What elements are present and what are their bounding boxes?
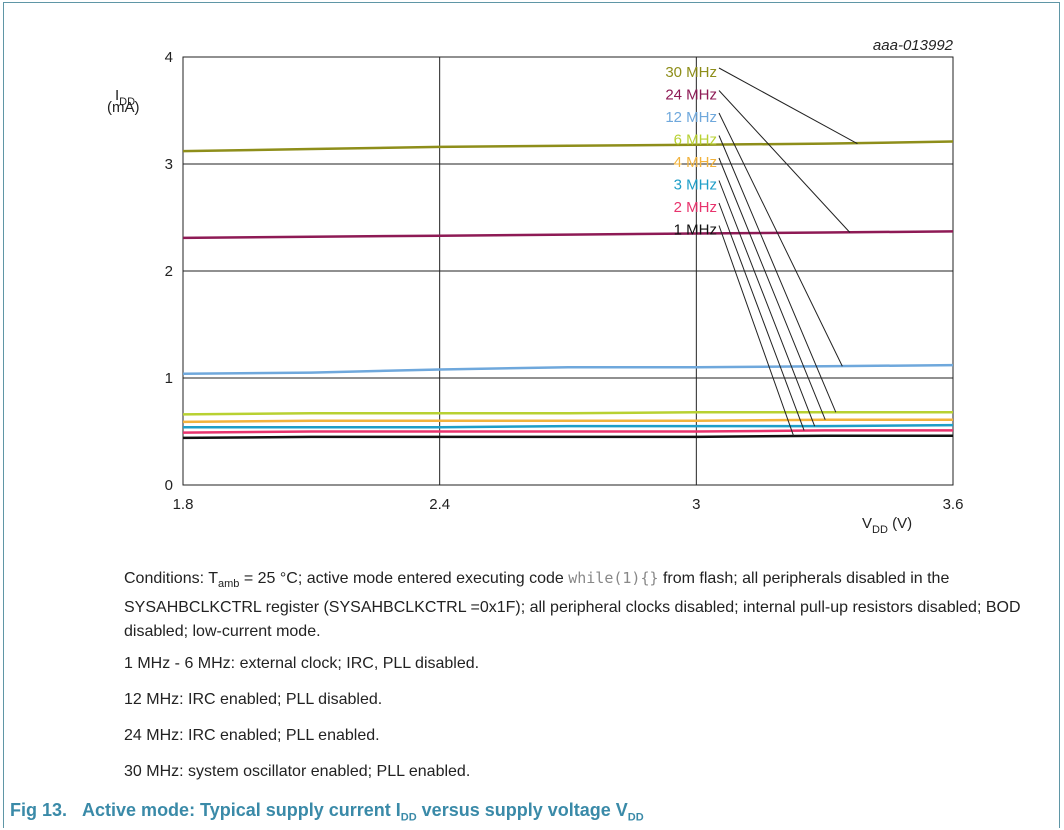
series-line (182, 429, 953, 434)
legend-leader-line (718, 225, 795, 436)
chart-ref-code: aaa-013992 (873, 37, 954, 54)
y-tick-label: 2 (165, 263, 173, 280)
legend-leader-line (718, 180, 816, 427)
legend-label: 24 MHz (665, 87, 717, 104)
legend-leader-lines (718, 67, 858, 436)
legend-label: 2 MHz (674, 199, 717, 216)
legend-label: 3 MHz (674, 177, 717, 194)
legend-label: 6 MHz (674, 132, 717, 149)
note-24mhz: 24 MHz: IRC enabled; PLL enabled. (124, 727, 380, 745)
x-tick-label: 3.6 (943, 496, 964, 513)
y-axis-label: IDD (115, 87, 135, 108)
x-tick-label: 1.8 (173, 496, 194, 513)
note-12mhz: 12 MHz: IRC enabled; PLL disabled. (124, 691, 383, 709)
series-line (182, 363, 954, 375)
y-tick-label: 1 (165, 370, 173, 387)
conditions-text: Conditions: Tamb = 25 °C; active mode en… (124, 569, 1021, 641)
y-tick-label: 3 (165, 156, 173, 173)
series-line (182, 140, 954, 153)
figure-notes: Conditions: Tamb = 25 °C; active mode en… (124, 566, 1024, 796)
series-line (182, 230, 954, 240)
series-line (182, 418, 953, 424)
legend-leader-line (718, 112, 843, 367)
x-tick-label: 2.4 (429, 496, 450, 513)
y-tick-label: 4 (165, 49, 173, 66)
tick-labels: 1.8 2.4 3 3.6 0 1 2 3 4 (165, 49, 964, 513)
y-axis-unit: (mA) (107, 99, 140, 116)
y-tick-label: 0 (165, 477, 173, 494)
legend-label: 30 MHz (665, 64, 717, 81)
legend-leader-line (718, 90, 851, 233)
series-line (182, 434, 953, 440)
note-30mhz: 30 MHz: system oscillator enabled; PLL e… (124, 763, 471, 781)
chart: 30 MHz 24 MHz 12 MHz 6 MHz 4 MHz 3 MHz 2 MHz 1 … (107, 37, 964, 536)
legend-leader-line (718, 67, 858, 145)
series-line (183, 423, 954, 429)
x-axis-label: VDD (V) (862, 515, 912, 536)
figure-caption: Fig 13. Active mode: Typical supply curr… (10, 800, 644, 824)
legend-leader-line (718, 202, 805, 431)
legend-leader-line (718, 157, 826, 420)
legend: 30 MHz 24 MHz 12 MHz 6 MHz 4 MHz 3 MHz 2 MHz 1 … (665, 64, 717, 239)
x-tick-label: 3 (692, 496, 700, 513)
legend-label: 4 MHz (674, 154, 717, 171)
series-line (182, 410, 953, 416)
legend-label: 1 MHz (674, 222, 717, 239)
note-1-6mhz: 1 MHz - 6 MHz: external clock; IRC, PLL … (124, 655, 480, 673)
figure-frame (3, 2, 1060, 828)
series-lines (182, 140, 954, 440)
legend-label: 12 MHz (665, 109, 717, 126)
legend-leader-line (718, 135, 837, 413)
